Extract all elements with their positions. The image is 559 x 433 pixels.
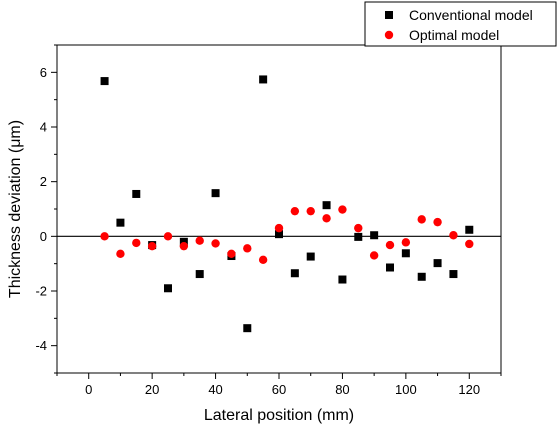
x-tick-label: 40 bbox=[208, 382, 222, 397]
data-point-circle bbox=[258, 255, 268, 265]
series-optimal bbox=[100, 205, 474, 265]
legend-label: Optimal model bbox=[409, 27, 499, 43]
legend-box bbox=[364, 1, 557, 47]
x-tick-label: 100 bbox=[395, 382, 417, 397]
data-point-square bbox=[449, 270, 458, 279]
tick-labels: 0 20 40 60 80 100 120 -4 -2 0 2 4 6 bbox=[35, 65, 480, 397]
y-tick-label: -2 bbox=[35, 284, 47, 299]
y-tick-label: 4 bbox=[40, 120, 47, 135]
data-point-square bbox=[243, 324, 252, 333]
data-point-circle bbox=[449, 231, 458, 240]
legend: Conventional model Optimal model bbox=[364, 1, 557, 47]
data-point-circle bbox=[211, 239, 220, 248]
x-axis-label: Lateral position (mm) bbox=[204, 407, 354, 424]
data-point-circle bbox=[147, 241, 157, 251]
data-point-square bbox=[116, 218, 125, 227]
data-point-square bbox=[386, 263, 394, 272]
y-tick-label: 0 bbox=[40, 229, 47, 244]
data-point-circle bbox=[100, 232, 109, 241]
axis-ticks bbox=[51, 44, 502, 379]
legend-marker-square bbox=[385, 11, 393, 19]
data-point-circle bbox=[195, 236, 204, 245]
x-tick-label: 0 bbox=[85, 382, 92, 397]
data-point-square bbox=[259, 75, 268, 84]
data-point-circle bbox=[306, 206, 315, 216]
data-point-circle bbox=[243, 244, 252, 253]
data-point-square bbox=[338, 275, 347, 284]
data-point-square bbox=[370, 231, 379, 240]
data-point-circle bbox=[227, 249, 236, 259]
data-point-square bbox=[465, 225, 474, 234]
y-tick-label: 2 bbox=[40, 174, 47, 189]
data-point-square bbox=[354, 232, 363, 241]
data-point-circle bbox=[290, 206, 300, 216]
data-point-circle bbox=[322, 214, 331, 223]
data-point-square bbox=[417, 272, 426, 281]
data-point-circle bbox=[465, 239, 474, 249]
data-point-square bbox=[195, 270, 204, 279]
data-point-circle bbox=[369, 251, 379, 260]
data-point-circle bbox=[116, 249, 125, 259]
x-tick-label: 60 bbox=[272, 382, 286, 397]
x-tick-label: 20 bbox=[145, 382, 159, 397]
data-point-square bbox=[322, 201, 331, 210]
plot-frame bbox=[56, 44, 502, 374]
data-point-square bbox=[211, 189, 220, 198]
legend-marker-circle bbox=[384, 30, 394, 40]
data-point-circle bbox=[163, 232, 173, 241]
data-point-circle bbox=[338, 205, 347, 214]
series-conventional bbox=[100, 75, 474, 333]
data-point-square bbox=[164, 284, 172, 293]
y-axis-label: Thickness deviation (μm) bbox=[7, 120, 24, 298]
data-point-square bbox=[433, 259, 442, 268]
data-point-circle bbox=[433, 217, 442, 227]
data-point-circle bbox=[132, 238, 141, 248]
data-point-square bbox=[306, 252, 315, 261]
y-tick-label: -4 bbox=[35, 338, 47, 353]
x-tick-label: 120 bbox=[458, 382, 480, 397]
data-point-square bbox=[100, 77, 109, 86]
data-point-circle bbox=[354, 223, 363, 233]
legend-label: Conventional model bbox=[409, 7, 533, 23]
data-point-circle bbox=[401, 238, 411, 247]
x-tick-label: 80 bbox=[335, 382, 349, 397]
data-point-circle bbox=[274, 223, 284, 233]
data-point-square bbox=[179, 237, 188, 246]
data-point-square bbox=[401, 249, 410, 258]
data-point-square bbox=[275, 230, 283, 239]
data-point-square bbox=[290, 269, 299, 278]
data-point-circle bbox=[385, 240, 395, 250]
data-points bbox=[100, 75, 474, 333]
y-tick-label: 6 bbox=[40, 65, 47, 80]
data-point-circle bbox=[417, 215, 426, 224]
data-point-circle bbox=[179, 241, 189, 251]
data-point-square bbox=[132, 189, 141, 198]
